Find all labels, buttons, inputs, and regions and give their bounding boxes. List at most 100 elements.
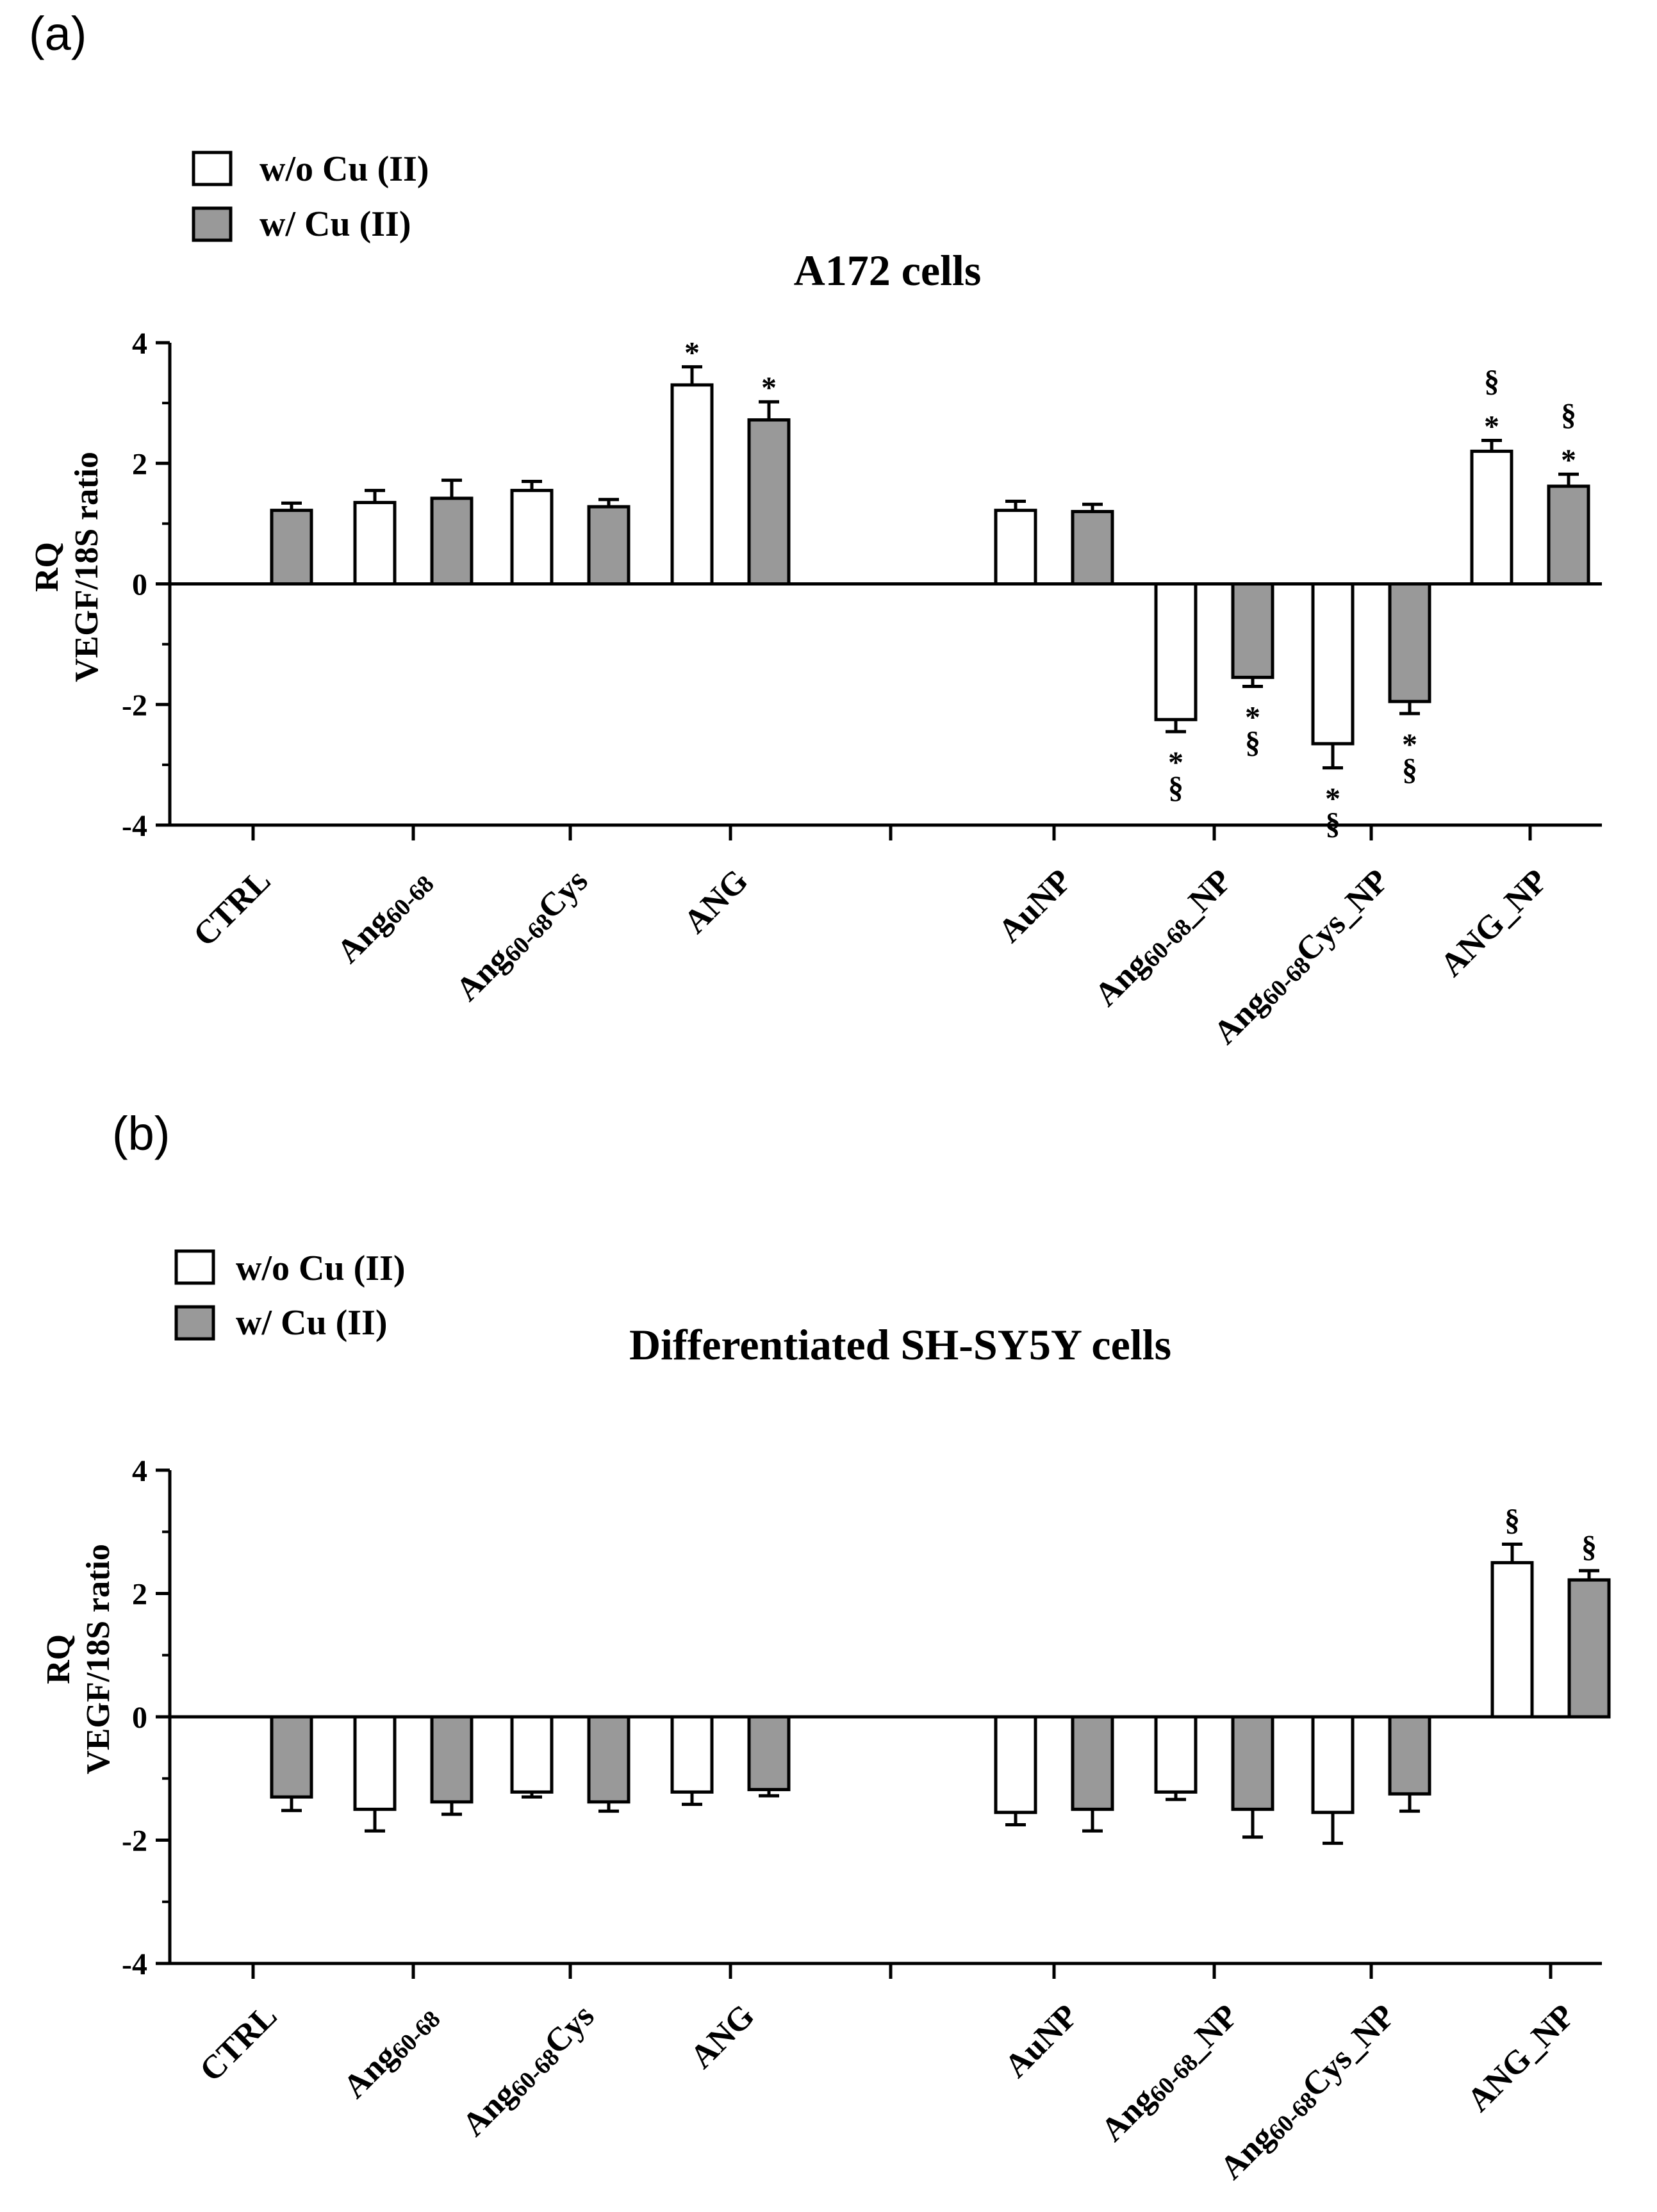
bar — [353, 500, 397, 586]
legend-swatch-no-cu — [192, 151, 233, 186]
category-label: Ang60-68Cys — [456, 1997, 603, 2145]
panel-b-ylabel: RQ VEGF/18S ratio — [40, 1544, 117, 1774]
y-tick-label: -2 — [122, 1824, 147, 1858]
bar — [1470, 449, 1513, 586]
significance-section-sign: § — [1561, 398, 1576, 432]
category-label: CTRL — [186, 862, 277, 953]
bar — [1154, 582, 1198, 721]
bar — [1154, 1715, 1198, 1794]
bar — [1490, 1561, 1534, 1719]
bar — [1231, 1715, 1274, 1811]
category-label-main: AuNP — [991, 862, 1078, 949]
bar — [1071, 1715, 1114, 1811]
significance-asterisk: * — [761, 371, 777, 405]
category-label: Ang60-68_NP — [1088, 862, 1241, 1015]
legend-swatch-cu — [174, 1305, 215, 1341]
panel-a-title: A172 cells — [794, 246, 982, 295]
significance-asterisk: * — [1168, 746, 1183, 780]
panel-a-label: (a) — [29, 7, 87, 60]
category-label-main: AuNP — [998, 1997, 1085, 2085]
bar — [1388, 1715, 1431, 1796]
significance-section-sign: § — [1325, 807, 1340, 841]
significance-asterisk: * — [1325, 782, 1340, 816]
bar — [670, 383, 714, 586]
significance-asterisk: * — [1245, 701, 1260, 735]
significance-asterisk: * — [1484, 409, 1499, 443]
category-label-main: ANG — [677, 862, 755, 940]
panel-a-plot: 420-2-4**§ *§§***§ *§§*CTRL Ang60-68Ang60-6… — [122, 327, 1602, 1051]
significance-section-sign: § — [1581, 1530, 1597, 1564]
bar — [1311, 582, 1355, 746]
y-tick-label: 4 — [132, 327, 147, 361]
bar — [587, 505, 631, 586]
significance-section-sign: § — [1245, 726, 1260, 760]
panel-b-ylabel-line1: RQ — [40, 1634, 77, 1684]
legend-swatch-no-cu — [174, 1249, 215, 1285]
y-tick-label: 4 — [132, 1454, 147, 1488]
category-label: Ang60-68_NP — [1094, 1997, 1247, 2150]
significance-section-sign: § — [1168, 771, 1183, 805]
bar — [1547, 484, 1590, 586]
significance-asterisk: * — [1402, 728, 1417, 762]
y-tick-label: 0 — [132, 1701, 147, 1735]
category-label-main: ANG_NP — [1433, 862, 1554, 983]
category-label: Ang60-68 — [336, 1997, 446, 2107]
legend-label-no-cu: w/o Cu (II) — [236, 1249, 405, 1288]
category-label-tail: Cys_NP — [1296, 1997, 1403, 2104]
category-label: ANG_NP — [1433, 862, 1554, 983]
panel-b-legend: w/o Cu (II) w/ Cu (II) — [174, 1249, 405, 1343]
bar — [1231, 582, 1274, 679]
panel-a-ylabel: RQ VEGF/18S ratio — [29, 452, 105, 682]
panel-b-title: Differentiated SH-SY5Y cells — [629, 1320, 1171, 1369]
bar — [270, 509, 313, 586]
y-tick-label: 2 — [132, 1578, 147, 1612]
bar — [353, 1715, 397, 1811]
legend-label-cu: w/ Cu (II) — [260, 204, 411, 244]
legend-label-cu: w/ Cu (II) — [236, 1303, 387, 1343]
y-tick-label: -2 — [122, 689, 147, 723]
category-label: Ang60-68 — [330, 862, 440, 972]
significance-asterisk: * — [1561, 443, 1576, 477]
category-label: AuNP — [998, 1997, 1085, 2085]
legend-label-no-cu: w/o Cu (II) — [260, 149, 429, 189]
category-label-tail: Cys_NP — [1289, 862, 1396, 969]
category-label: AuNP — [991, 862, 1078, 949]
bar — [510, 489, 554, 586]
bar — [430, 496, 474, 586]
bar — [1311, 1715, 1355, 1814]
bar — [1567, 1578, 1611, 1719]
bar — [670, 1715, 714, 1794]
panel-a-ylabel-line2: VEGF/18S ratio — [69, 452, 105, 682]
category-label-main: ANG — [683, 1997, 761, 2076]
significance-section-sign: § — [1484, 364, 1499, 398]
category-label-main: CTRL — [186, 862, 277, 953]
category-label: ANG — [683, 1997, 761, 2076]
bar — [994, 509, 1037, 586]
category-label: ANG — [677, 862, 755, 940]
significance-section-sign: § — [1504, 1503, 1520, 1537]
panel-b-ylabel-line2: VEGF/18S ratio — [80, 1544, 117, 1774]
panel-b-label: (b) — [112, 1107, 170, 1160]
category-label-main: CTRL — [193, 1997, 284, 2088]
y-tick-label: -4 — [122, 809, 147, 843]
panel-a-legend: w/o Cu (II) w/ Cu (II) — [192, 149, 429, 244]
bar — [430, 1715, 474, 1804]
category-label-main: ANG_NP — [1460, 1997, 1581, 2118]
bar — [994, 1715, 1037, 1814]
category-label: CTRL — [193, 1997, 284, 2088]
bar — [510, 1715, 554, 1794]
y-tick-label: -4 — [122, 1947, 147, 1981]
panel-a-ylabel-line1: RQ — [29, 542, 65, 592]
significance-section-sign: § — [1402, 753, 1417, 787]
bar — [747, 1715, 791, 1792]
y-tick-label: 0 — [132, 568, 147, 602]
category-label: ANG_NP — [1460, 1997, 1581, 2118]
category-label: Ang60-68Cys — [449, 862, 597, 1010]
significance-asterisk: * — [684, 336, 700, 370]
bar — [587, 1715, 631, 1804]
bar — [1388, 582, 1431, 703]
bar — [747, 418, 791, 586]
legend-swatch-cu — [192, 206, 233, 242]
